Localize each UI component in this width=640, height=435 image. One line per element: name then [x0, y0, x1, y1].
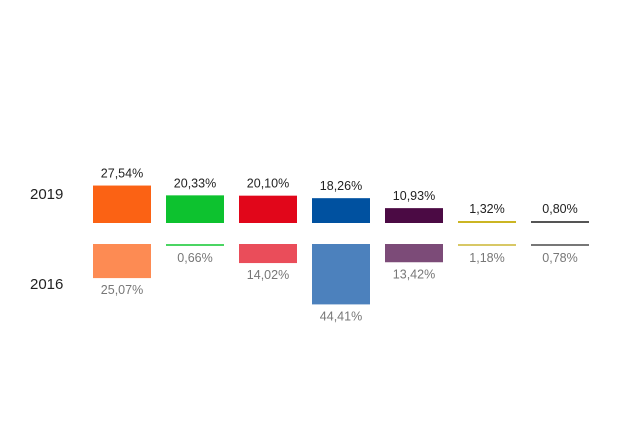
data-label-2019-3: 20,10%	[247, 177, 289, 191]
bar-2019-7	[531, 221, 589, 223]
data-label-2016-2: 0,66%	[177, 251, 212, 265]
bar-2019-3	[239, 195, 297, 223]
data-label-2019-1: 27,54%	[101, 167, 143, 181]
data-label-2016-5: 13,42%	[393, 267, 435, 281]
bar-2016-2	[166, 244, 224, 246]
data-label-2016-3: 14,02%	[247, 268, 289, 282]
data-label-2019-7: 0,80%	[542, 202, 577, 216]
bar-2016-7	[531, 244, 589, 246]
data-label-2016-7: 0,78%	[542, 251, 577, 265]
data-label-2019-6: 1,32%	[469, 202, 504, 216]
data-label-2019-4: 18,26%	[320, 179, 362, 193]
bar-2016-6	[458, 244, 516, 246]
data-label-2019-2: 20,33%	[174, 176, 216, 190]
bar-2016-3	[239, 244, 297, 264]
bar-2019-5	[385, 208, 443, 223]
data-label-2016-4: 44,41%	[320, 309, 362, 323]
bar-2019-4	[312, 198, 370, 223]
series-2019-bars: 27,54% 20,33% 20,10% 18,26% 10,93% 1,32% 0,80%	[93, 167, 589, 223]
bar-2019-2	[166, 195, 224, 223]
bar-2016-5	[385, 244, 443, 263]
data-label-2016-6: 1,18%	[469, 251, 504, 265]
series-2016-bars: 25,07% 0,66% 14,02% 44,41% 13,42% 1,18% 0,78%	[93, 244, 589, 323]
year-label-top: 2019	[30, 186, 63, 203]
bar-2019-1	[93, 185, 151, 223]
bar-2016-1	[93, 244, 151, 279]
data-label-2016-1: 25,07%	[101, 283, 143, 297]
bar-2019-6	[458, 221, 516, 223]
data-label-2019-5: 10,93%	[393, 189, 435, 203]
year-label-bottom: 2016	[30, 276, 63, 293]
bar-2016-4	[312, 244, 370, 305]
